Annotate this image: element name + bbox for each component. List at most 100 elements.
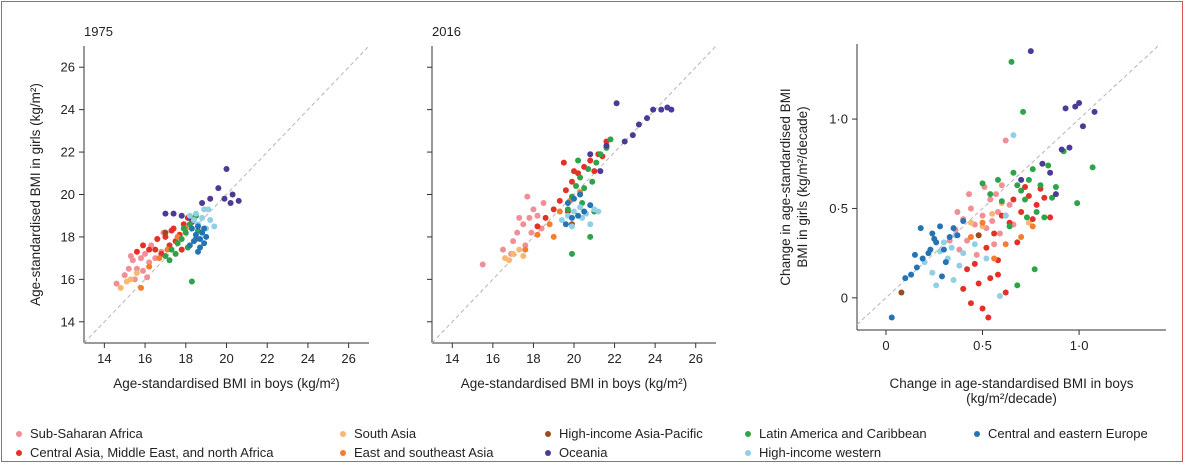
data-point	[1006, 201, 1013, 208]
legend-label: High-income Asia-Pacific	[559, 426, 703, 441]
data-point	[1047, 169, 1054, 176]
data-point	[174, 240, 181, 247]
data-point	[954, 232, 961, 239]
identity-line	[856, 43, 1161, 326]
data-point	[133, 269, 140, 276]
y-axis-label-units: BMI in girls (kg/m²/decade)	[795, 106, 810, 267]
data-point	[146, 246, 153, 253]
data-point	[581, 208, 588, 215]
data-point	[1041, 194, 1048, 201]
data-point	[207, 195, 214, 202]
data-point	[1010, 169, 1017, 176]
legend-item-latin-america-caribbean: Latin America and Caribbean	[745, 426, 927, 441]
data-point	[1076, 99, 1083, 106]
data-point	[1018, 176, 1025, 183]
data-point	[607, 136, 614, 143]
x-axis-label-units: (kg/m²/decade)	[966, 391, 1057, 406]
data-point	[948, 244, 955, 251]
data-point	[1041, 214, 1048, 221]
data-point	[1072, 103, 1079, 110]
x-tick-label: 18	[526, 351, 540, 366]
panel-change: 0 0·5 1·0 0 0·5 1·0 Change in age-standardised…	[778, 43, 1166, 406]
data-point	[571, 208, 577, 215]
data-point	[1033, 201, 1040, 208]
data-point	[940, 246, 947, 253]
data-point	[540, 199, 547, 206]
data-point	[172, 250, 179, 257]
data-point	[229, 191, 236, 198]
x-tick-label: 22	[260, 351, 274, 366]
data-point	[140, 267, 147, 274]
data-point	[975, 232, 982, 239]
data-point	[994, 176, 1001, 183]
data-point	[927, 246, 934, 253]
data-point	[1025, 176, 1032, 183]
data-point	[991, 255, 998, 262]
data-point	[140, 242, 147, 249]
data-point	[192, 210, 199, 217]
identity-line	[83, 45, 370, 344]
data-point	[983, 255, 990, 262]
data-point	[152, 246, 159, 253]
data-point	[564, 206, 571, 213]
legend-item-high-income-asia-pacific: High-income Asia-Pacific	[545, 426, 703, 441]
data-point	[558, 216, 565, 223]
y-axis-label: Change in age-standardised BMI	[778, 88, 793, 285]
data-point	[577, 174, 584, 181]
y-tick-label: 24	[61, 102, 75, 117]
data-point	[562, 187, 569, 194]
data-point	[125, 265, 132, 272]
data-point	[162, 233, 169, 240]
data-point	[1058, 146, 1065, 153]
data-point	[564, 199, 571, 206]
data-point	[1027, 48, 1034, 55]
legend-label: Latin America and Caribbean	[759, 426, 927, 441]
data-point	[1014, 182, 1021, 189]
data-point	[127, 253, 134, 260]
data-point	[133, 265, 140, 272]
data-point	[168, 246, 175, 253]
legend-item-high-income-western: High-income western	[745, 445, 881, 460]
data-point	[534, 212, 541, 219]
data-point	[650, 106, 657, 113]
data-point	[577, 191, 584, 198]
data-point	[911, 251, 918, 258]
panel-title: 2016	[432, 24, 461, 39]
data-point	[658, 106, 665, 113]
data-point	[917, 225, 924, 232]
data-point	[162, 253, 169, 260]
legend-item-oceania: Oceania	[545, 445, 607, 460]
data-point	[1002, 137, 1009, 144]
data-point	[562, 221, 569, 228]
data-point	[1029, 166, 1036, 173]
y-tick-label: 0	[841, 290, 848, 305]
legend-marker	[545, 449, 551, 456]
y-tick-label: 1·0	[829, 112, 848, 127]
x-tick-label: 14	[445, 351, 459, 366]
data-point	[526, 214, 533, 221]
data-point	[207, 216, 214, 223]
data-point	[1002, 241, 1009, 248]
data-point	[195, 223, 201, 230]
data-point	[510, 250, 517, 257]
data-point	[121, 272, 128, 279]
data-point	[960, 217, 967, 224]
data-point	[575, 157, 582, 164]
data-point	[534, 223, 541, 230]
data-point	[940, 239, 947, 246]
data-point	[987, 196, 994, 203]
data-point	[1023, 214, 1030, 221]
data-point	[170, 225, 177, 232]
data-point	[514, 229, 521, 236]
data-point	[973, 251, 980, 258]
x-tick-label: 20	[219, 351, 233, 366]
data-point	[568, 178, 575, 185]
x-tick-label: 26	[688, 351, 702, 366]
data-point	[1047, 214, 1054, 221]
data-point	[197, 244, 204, 251]
legend-marker	[340, 449, 346, 456]
y-axis-label: Age-standardised BMI in girls (kg/m²)	[28, 83, 43, 306]
data-point	[568, 250, 575, 257]
data-point	[188, 225, 195, 232]
